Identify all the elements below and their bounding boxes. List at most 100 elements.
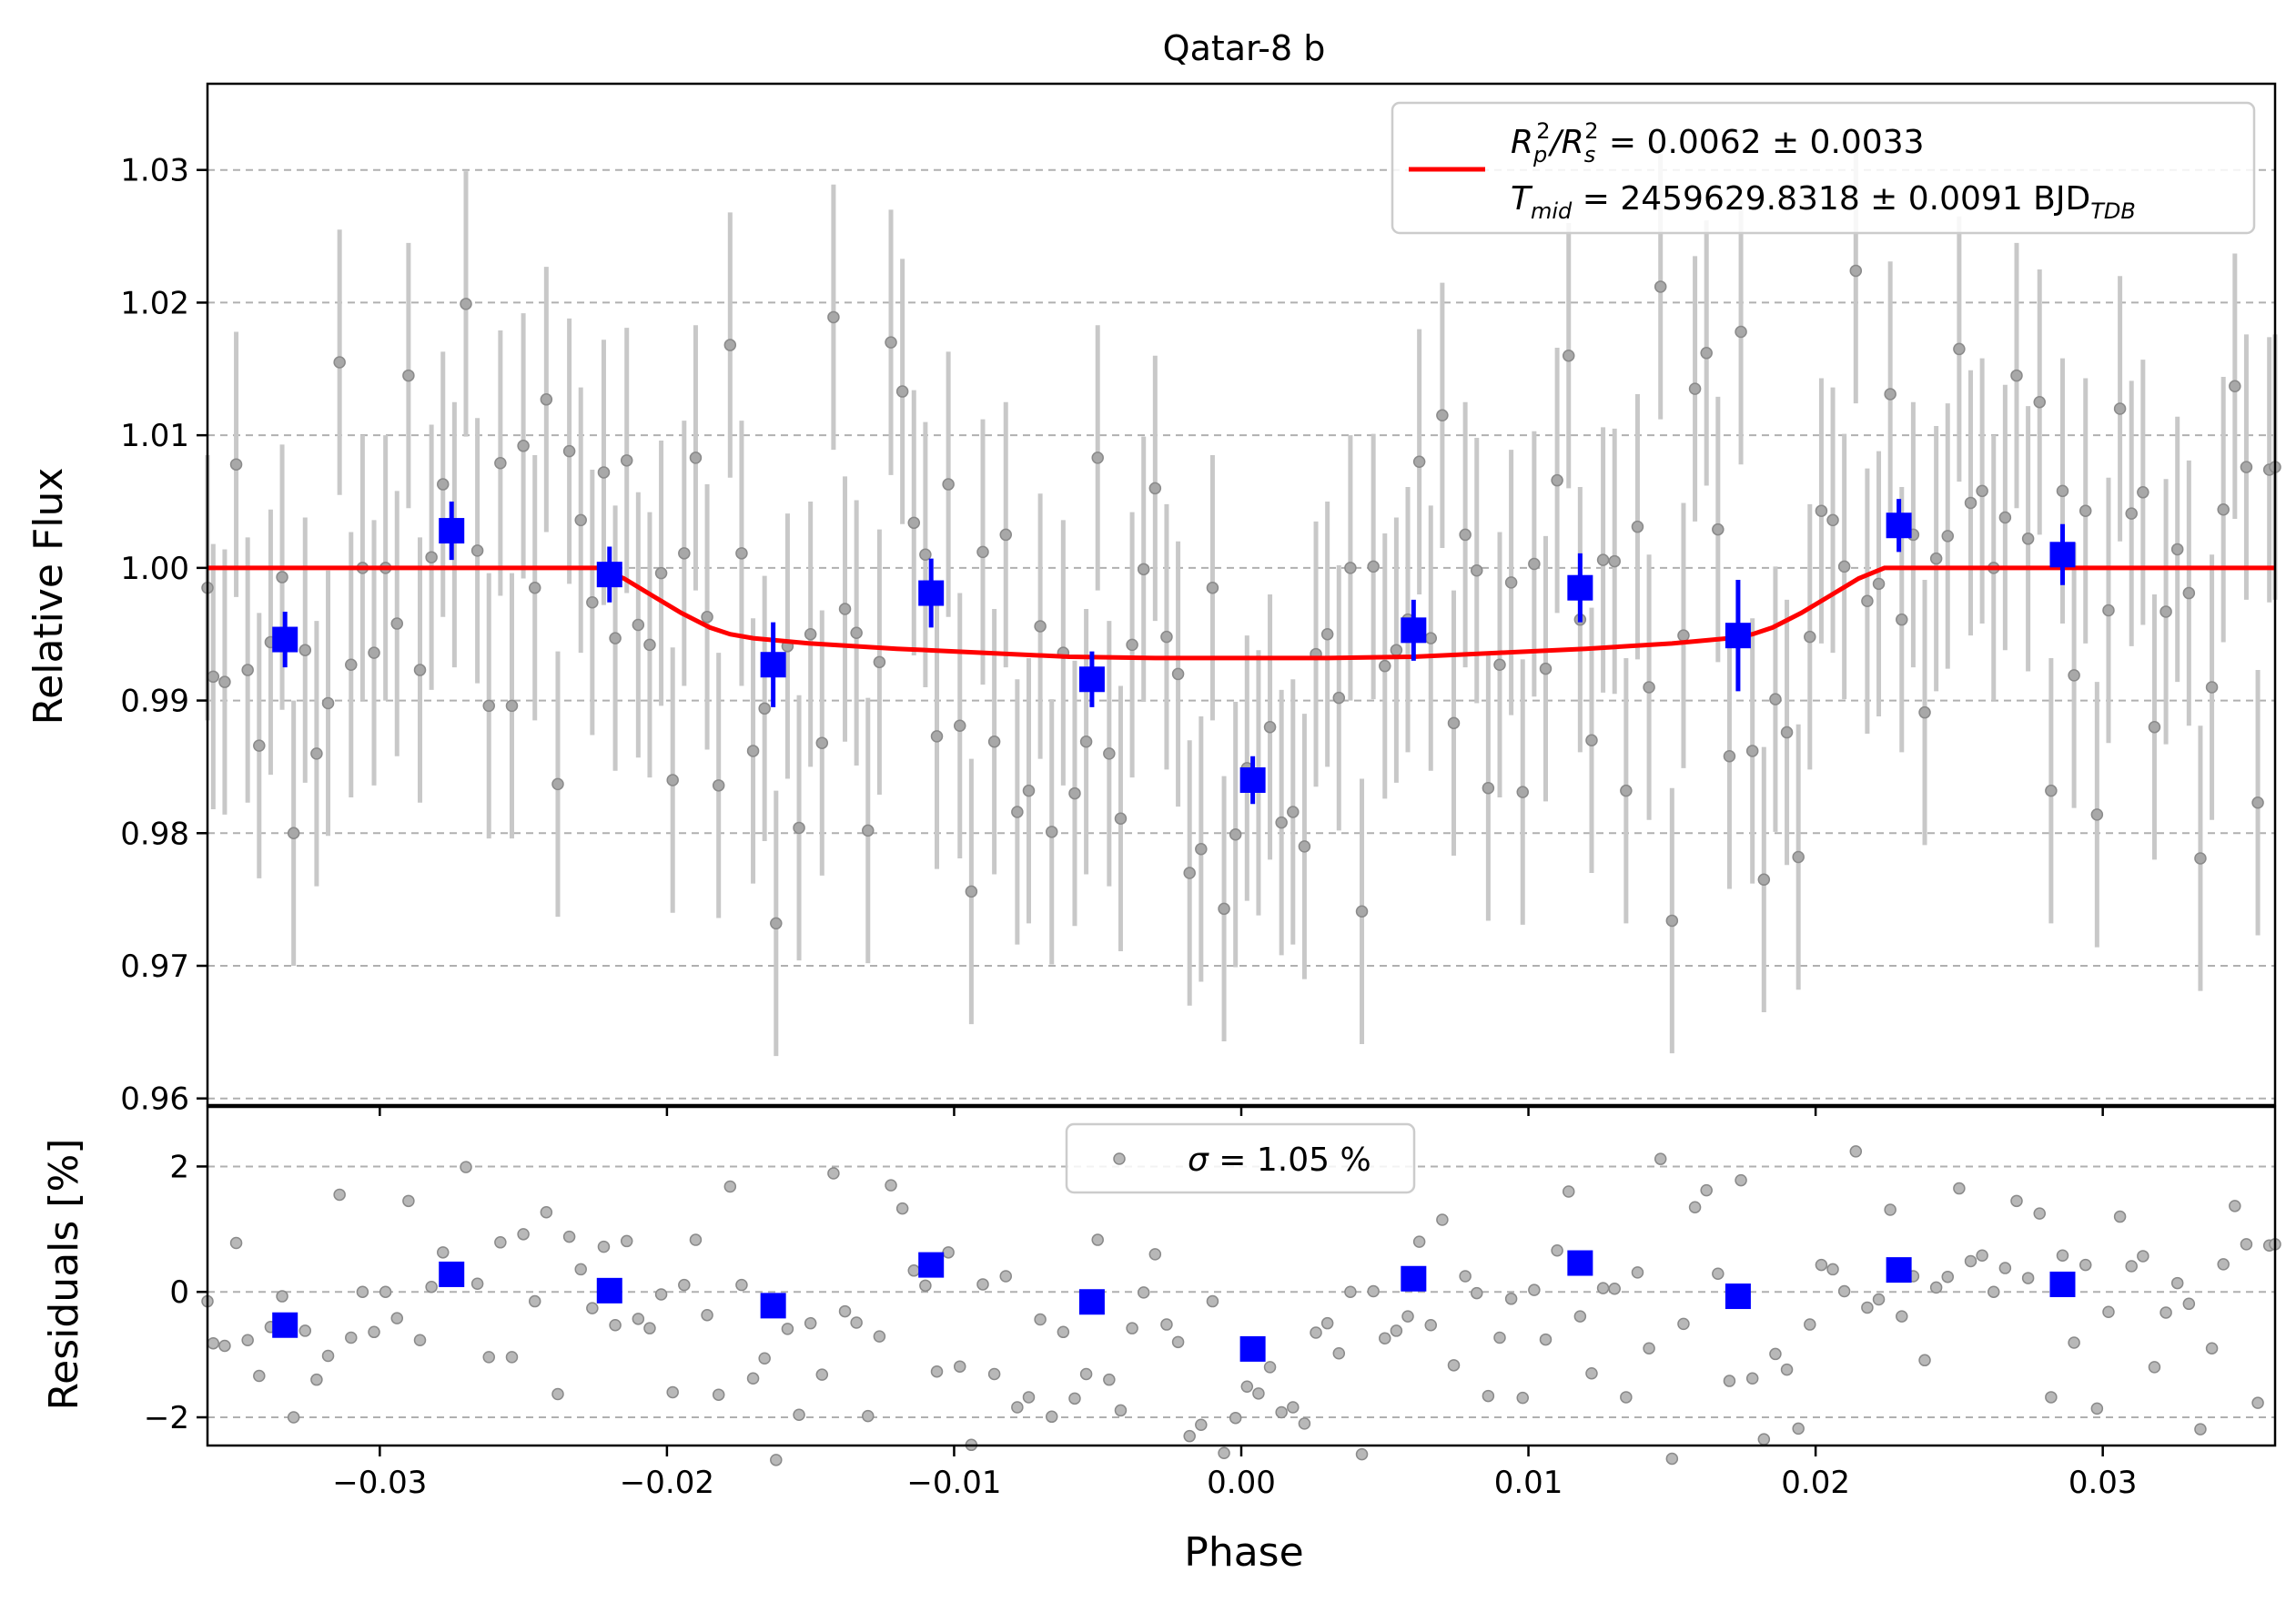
raw-point-46 bbox=[723, 339, 737, 351]
raw-point-100 bbox=[1344, 562, 1357, 574]
top-panel-binned-points bbox=[272, 499, 2076, 805]
legend-depth-value: = 0.0062 ± 0.0033 bbox=[1598, 124, 1924, 161]
raw-point-178 bbox=[2240, 461, 2253, 473]
raw-point-57 bbox=[850, 626, 863, 640]
residual-point-147 bbox=[1884, 1203, 1896, 1216]
residual-point-91 bbox=[1240, 1380, 1254, 1393]
raw-point-34 bbox=[586, 595, 599, 609]
residual-point-16 bbox=[379, 1285, 392, 1298]
xtick-label-2: −0.01 bbox=[906, 1465, 1001, 1501]
raw-point-23 bbox=[460, 298, 472, 310]
raw-point-160 bbox=[2033, 395, 2046, 409]
raw-point-70 bbox=[999, 528, 1012, 542]
binned-point-9 bbox=[1725, 623, 1751, 649]
raw-point-112 bbox=[1482, 781, 1495, 795]
raw-point-4 bbox=[241, 664, 254, 676]
raw-point-41 bbox=[666, 774, 679, 786]
residual-point-13 bbox=[345, 1331, 358, 1344]
raw-point-38 bbox=[632, 618, 645, 632]
residual-point-121 bbox=[1585, 1367, 1598, 1380]
residual-point-63 bbox=[919, 1279, 932, 1293]
residual-point-58 bbox=[862, 1409, 875, 1423]
residual-point-90 bbox=[1229, 1411, 1242, 1425]
residual-point-36 bbox=[609, 1318, 622, 1332]
raw-point-60 bbox=[885, 336, 897, 349]
residual-point-106 bbox=[1412, 1235, 1426, 1248]
y-axis-label-flux: Relative Flux bbox=[25, 468, 72, 725]
raw-point-107 bbox=[1424, 632, 1438, 644]
residual-point-46 bbox=[723, 1180, 737, 1193]
raw-point-85 bbox=[1171, 667, 1185, 681]
top-legend: Rp2/Rs2 = 0.0062 ± 0.0033 Tmid = 2459629… bbox=[1391, 101, 2256, 235]
raw-point-172 bbox=[2170, 543, 2184, 556]
residual-point-35 bbox=[597, 1240, 611, 1253]
legend-sigma-symbol: σ bbox=[1188, 1141, 1209, 1179]
bottom-legend: σ = 1.05 % bbox=[1065, 1122, 1416, 1194]
residual-point-135 bbox=[1745, 1372, 1759, 1385]
raw-point-114 bbox=[1504, 576, 1518, 589]
residual-point-114 bbox=[1504, 1293, 1518, 1305]
residual-point-23 bbox=[460, 1161, 472, 1173]
residual-point-156 bbox=[1988, 1285, 2000, 1298]
raw-point-21 bbox=[437, 478, 450, 491]
raw-point-153 bbox=[1953, 342, 1966, 356]
binned-residual-4 bbox=[918, 1252, 945, 1278]
residual-point-14 bbox=[356, 1285, 369, 1298]
raw-point-137 bbox=[1769, 693, 1782, 705]
residual-point-145 bbox=[1861, 1301, 1874, 1314]
legend-depth-slash: /R bbox=[1548, 124, 1584, 161]
raw-point-84 bbox=[1160, 630, 1173, 644]
residual-point-96 bbox=[1298, 1417, 1311, 1430]
top-panel-raw-points bbox=[201, 137, 2281, 1057]
binned-residual-10 bbox=[1886, 1257, 1912, 1283]
residual-point-113 bbox=[1493, 1331, 1506, 1344]
residual-point-30 bbox=[540, 1205, 553, 1219]
raw-point-99 bbox=[1332, 691, 1346, 705]
raw-point-12 bbox=[333, 356, 346, 369]
legend-sigma-text: σ = 1.05 % bbox=[1188, 1141, 1371, 1179]
raw-point-159 bbox=[2021, 533, 2035, 545]
raw-point-121 bbox=[1585, 734, 1598, 747]
residual-point-119 bbox=[1562, 1185, 1575, 1198]
top-panel-frame bbox=[206, 82, 2277, 1107]
xtick-label-3: 0.00 bbox=[1207, 1465, 1276, 1501]
residual-point-76 bbox=[1068, 1392, 1081, 1405]
residual-point-140 bbox=[1804, 1318, 1816, 1331]
raw-point-73 bbox=[1034, 620, 1047, 633]
binned-point-8 bbox=[1567, 574, 1593, 601]
raw-point-94 bbox=[1275, 816, 1288, 829]
raw-point-176 bbox=[2217, 502, 2230, 516]
raw-point-173 bbox=[2182, 586, 2196, 600]
raw-point-45 bbox=[712, 779, 725, 792]
residual-point-27 bbox=[505, 1351, 519, 1364]
residual-point-80 bbox=[1114, 1404, 1128, 1417]
xtick-label-5: 0.02 bbox=[1781, 1465, 1850, 1501]
legend-depth-sub1: p bbox=[1532, 142, 1547, 167]
residual-point-160 bbox=[2033, 1207, 2046, 1220]
residual-point-141 bbox=[1815, 1258, 1828, 1272]
residual-point-95 bbox=[1287, 1401, 1300, 1414]
residual-point-143 bbox=[1837, 1284, 1851, 1298]
residual-point-17 bbox=[390, 1312, 404, 1324]
raw-point-30 bbox=[540, 393, 553, 406]
raw-point-179 bbox=[2251, 796, 2264, 809]
residual-point-100 bbox=[1344, 1285, 1357, 1298]
raw-point-71 bbox=[1011, 806, 1024, 818]
y-axis-label-residuals: Residuals [%] bbox=[41, 1139, 87, 1411]
top-ytick-label-0: 0.96 bbox=[120, 1081, 189, 1118]
raw-point-54 bbox=[815, 736, 829, 749]
raw-point-39 bbox=[643, 638, 656, 652]
residual-point-161 bbox=[2045, 1391, 2058, 1404]
raw-point-119 bbox=[1562, 349, 1575, 362]
raw-point-131 bbox=[1700, 347, 1713, 360]
residual-point-165 bbox=[2090, 1402, 2104, 1415]
raw-point-42 bbox=[678, 547, 691, 560]
residual-point-175 bbox=[2205, 1342, 2219, 1354]
residual-point-77 bbox=[1079, 1367, 1093, 1381]
residual-point-49 bbox=[758, 1352, 771, 1365]
legend-tmid-base: T bbox=[1511, 180, 1533, 218]
residual-point-32 bbox=[562, 1230, 576, 1243]
residual-point-42 bbox=[678, 1278, 691, 1292]
raw-point-158 bbox=[2010, 369, 2023, 382]
raw-point-152 bbox=[1941, 530, 1955, 543]
